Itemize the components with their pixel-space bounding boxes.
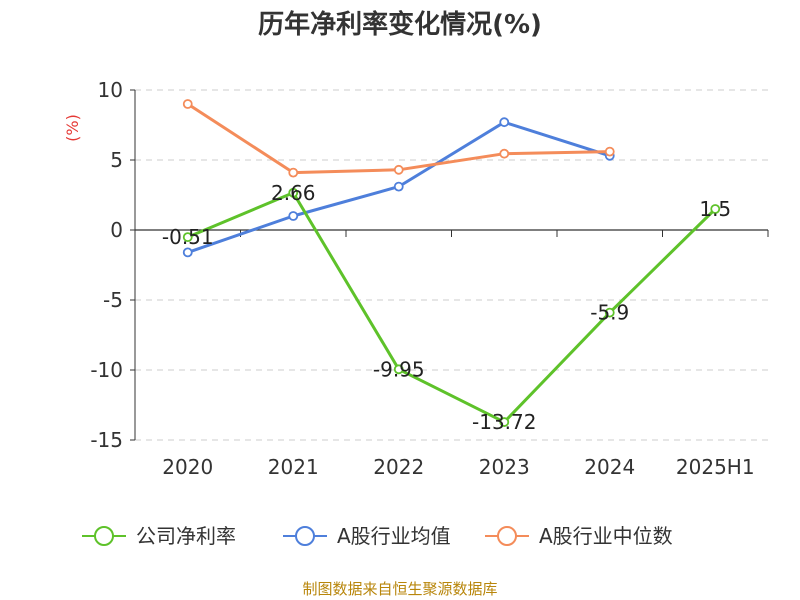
- data-point[interactable]: [288, 167, 299, 178]
- data-label: 2.66: [271, 181, 316, 205]
- data-point[interactable]: [393, 164, 404, 175]
- data-point[interactable]: [499, 117, 510, 128]
- y-axis-label: (%): [63, 114, 82, 142]
- axes: 10 5 0 -5 -10 -15 (%) 2020 2021 2022 2023 2024 2025H…: [63, 78, 769, 479]
- data-point[interactable]: [393, 364, 404, 375]
- data-point[interactable]: [182, 232, 193, 243]
- data-point[interactable]: [604, 307, 615, 318]
- legend-marker: [94, 526, 114, 546]
- data-label: -13.72: [472, 410, 536, 434]
- data-point[interactable]: [393, 181, 404, 192]
- y-tick-label: 5: [110, 148, 123, 172]
- legend-item-0[interactable]: 公司净利率: [82, 524, 236, 548]
- data-label: -9.95: [373, 357, 425, 381]
- series-lines: [182, 99, 721, 427]
- data-point[interactable]: [604, 146, 615, 157]
- legend-label: 公司净利率: [136, 524, 236, 548]
- series-line-2: [186, 102, 610, 175]
- data-point[interactable]: [499, 417, 510, 427]
- x-tick-label: 2025H1: [676, 455, 755, 479]
- data-point[interactable]: [710, 204, 721, 214]
- legend-label: A股行业中位数: [539, 524, 673, 548]
- legend-item-1[interactable]: A股行业均值: [283, 524, 451, 548]
- y-tick-label: -5: [103, 288, 123, 312]
- x-tick-label: 2022: [373, 455, 424, 479]
- x-tick-label: 2021: [268, 455, 319, 479]
- source-note: 制图数据来自恒生聚源数据库: [302, 580, 498, 598]
- data-point[interactable]: [182, 99, 193, 109]
- data-label: 1.5: [699, 197, 731, 221]
- data-point[interactable]: [182, 247, 193, 258]
- y-tick-label: 10: [98, 78, 123, 102]
- x-tick-label: 2020: [162, 455, 213, 479]
- chart-title: 历年净利率变化情况(%): [258, 10, 542, 40]
- data-point[interactable]: [288, 211, 299, 221]
- legend: 公司净利率 A股行业均值 A股行业中位数: [82, 524, 673, 548]
- data-label: -0.51: [162, 225, 214, 249]
- y-tick-label: 0: [110, 218, 123, 242]
- legend-marker: [295, 526, 315, 546]
- data-point[interactable]: [499, 148, 510, 159]
- y-tick-label: -10: [90, 358, 123, 382]
- series-line-0: [187, 191, 717, 424]
- data-point[interactable]: [288, 187, 299, 198]
- x-tick-label: 2023: [479, 455, 530, 479]
- data-label: -5.9: [590, 301, 629, 325]
- legend-item-2[interactable]: A股行业中位数: [485, 524, 673, 548]
- y-tick-label: -15: [90, 428, 123, 452]
- data-labels: -0.51 2.66 -9.95 -13.72 -5.9 1.5: [162, 181, 731, 434]
- legend-marker: [497, 526, 517, 546]
- x-tick-label: 2024: [584, 455, 635, 479]
- grid-lines: [135, 89, 768, 441]
- legend-label: A股行业均值: [337, 524, 451, 548]
